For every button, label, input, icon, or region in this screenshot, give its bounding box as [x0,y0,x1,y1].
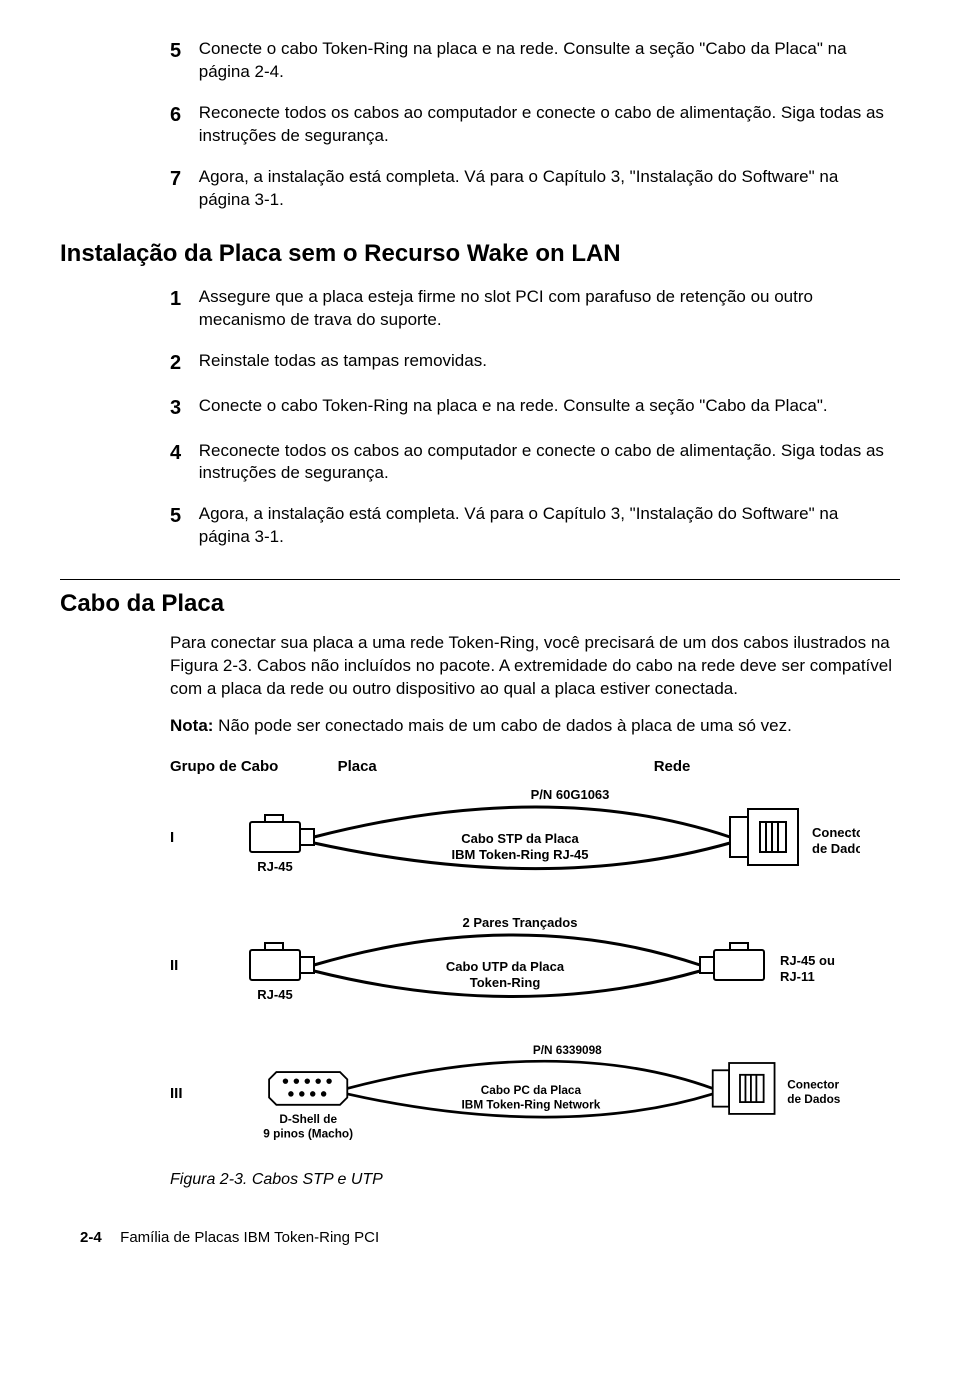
pn-label: P/N 6339098 [533,1043,602,1057]
step-number: 7 [170,166,194,193]
step-item: 7 Agora, a instalação está completa. Vá … [170,166,900,212]
note-text: Não pode ser conectado mais de um cabo d… [213,716,791,735]
cable-group-label: II [170,957,220,974]
pn-label: 2 Pares Trançados [463,915,578,930]
step-item: 1 Assegure que a placa esteja firme no s… [170,286,900,332]
mid-label-1: Cabo PC da Placa [481,1083,582,1097]
cable-group-label: I [170,829,220,846]
mid-label-1: Cabo UTP da Placa [446,959,565,974]
right-label-1: Conector [812,825,860,840]
cable-illustration: P/N 6339098 D-Shell de 9 pinos (Macho) [220,1043,860,1143]
step-number: 2 [170,350,194,377]
cable-row: III P/N 6339098 D-Shell de 9 [170,1043,910,1143]
step-text: Conecte o cabo Token-Ring na placa e na … [199,38,889,84]
step-number: 3 [170,395,194,422]
header-placa: Placa [338,758,604,775]
note-label: Nota: [170,716,213,735]
step-number: 5 [170,503,194,530]
step-text: Reconecte todos os cabos ao computador e… [199,102,889,148]
page-footer: 2-4 Família de Placas IBM Token-Ring PCI [80,1229,900,1246]
mid-label-2: IBM Token-Ring Network [462,1097,601,1111]
step-item: 6 Reconecte todos os cabos ao computador… [170,102,900,148]
step-number: 6 [170,102,194,129]
mid-label-1: Cabo STP da Placa [461,831,579,846]
left-label: RJ-45 [257,859,292,874]
cable-illustration: P/N 60G1063 RJ-45 Cabo STP [220,787,860,887]
step-item: 5 Conecte o cabo Token-Ring na placa e n… [170,38,900,84]
paragraph: Nota: Não pode ser conectado mais de um … [170,715,900,738]
section-heading-cabo: Cabo da Placa [60,590,900,618]
step-text: Agora, a instalação está completa. Vá pa… [199,166,889,212]
mid-label-2: IBM Token-Ring RJ-45 [452,847,589,862]
figure-caption: Figura 2-3. Cabos STP e UTP [170,1171,900,1189]
right-label-2: RJ-11 [780,969,815,984]
left-label: RJ-45 [257,987,292,1002]
paragraph: Para conectar sua placa a uma rede Token… [170,632,900,701]
cable-diagram: Grupo de Cabo Placa Rede I P/N 60G1063 [170,758,910,1143]
left-label-2: 9 pinos (Macho) [263,1127,353,1141]
diagram-headers: Grupo de Cabo Placa Rede [170,758,910,775]
cable-illustration: 2 Pares Trançados RJ-45 Cabo UTP da Plac… [220,915,860,1015]
step-number: 5 [170,38,194,65]
step-text: Assegure que a placa esteja firme no slo… [199,286,889,332]
header-rede: Rede [604,758,910,775]
right-label-2: de Dados [787,1092,841,1106]
cable-group-label: III [170,1085,220,1102]
step-number: 4 [170,440,194,467]
right-label-1: Conector [787,1077,839,1091]
step-item: 5 Agora, a instalação está completa. Vá … [170,503,900,549]
pn-label: P/N 60G1063 [531,787,610,802]
step-text: Reinstale todas as tampas removidas. [199,350,889,373]
section-heading-wakeonlan: Instalação da Placa sem o Recurso Wake o… [60,240,900,268]
cable-row: I P/N 60G1063 RJ-45 [170,787,910,887]
step-item: 3 Conecte o cabo Token-Ring na placa e n… [170,395,900,422]
footer-text: Família de Placas IBM Token-Ring PCI [120,1229,379,1246]
left-label: D-Shell de [279,1112,337,1126]
step-text: Reconecte todos os cabos ao computador e… [199,440,889,486]
mid-label-2: Token-Ring [470,975,541,990]
step-text: Agora, a instalação está completa. Vá pa… [199,503,889,549]
section-divider [60,579,900,580]
step-item: 4 Reconecte todos os cabos ao computador… [170,440,900,486]
right-label-2: de Dados [812,841,860,856]
step-item: 2 Reinstale todas as tampas removidas. [170,350,900,377]
header-grupo: Grupo de Cabo [170,758,338,775]
step-text: Conecte o cabo Token-Ring na placa e na … [199,395,889,418]
step-number: 1 [170,286,194,313]
right-label-1: RJ-45 ou [780,953,835,968]
cable-row: II 2 Pares Trançados RJ-45 Cabo UTP da P… [170,915,910,1015]
footer-page-number: 2-4 [80,1229,116,1246]
